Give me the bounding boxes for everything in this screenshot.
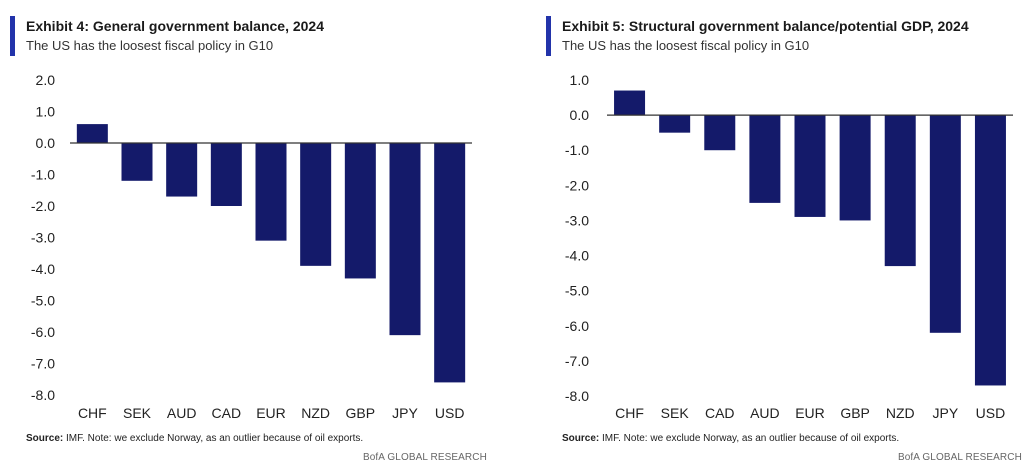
x-category-label: JPY <box>932 405 958 421</box>
bar-sek <box>659 115 691 133</box>
bar-usd <box>434 143 466 383</box>
x-category-label: EUR <box>795 405 825 421</box>
y-tick-label: 1.0 <box>570 72 590 88</box>
y-tick-label: -3.0 <box>565 212 589 228</box>
title-accent-bar <box>546 16 551 56</box>
x-category-label: CAD <box>212 405 242 421</box>
y-tick-label: -3.0 <box>31 230 55 246</box>
y-tick-label: -1.0 <box>31 167 55 183</box>
x-category-label: SEK <box>661 405 690 421</box>
bar-gbp <box>344 143 376 279</box>
bar-nzd <box>884 115 916 267</box>
bar-jpy <box>929 115 961 333</box>
y-tick-label: -8.0 <box>31 387 55 403</box>
source-note: Source: IMF. Note: we exclude Norway, as… <box>26 433 363 444</box>
y-tick-label: -7.0 <box>565 353 589 369</box>
bar-eur <box>794 115 826 217</box>
x-category-label: CAD <box>705 405 735 421</box>
bar-chf <box>614 90 646 116</box>
chart-subtitle: The US has the loosest fiscal policy in … <box>562 38 810 53</box>
y-tick-label: -5.0 <box>31 293 55 309</box>
x-category-label: EUR <box>256 405 286 421</box>
chart-panel-exhibit-4: Exhibit 4: General government balance, 2… <box>10 16 487 463</box>
y-tick-label: -6.0 <box>565 318 589 334</box>
title-accent-bar <box>10 16 15 56</box>
x-category-label: NZD <box>301 405 330 421</box>
y-tick-label: -8.0 <box>565 388 589 404</box>
y-tick-label: -2.0 <box>565 177 589 193</box>
source-text: IMF. Note: we exclude Norway, as an outl… <box>63 433 364 444</box>
y-tick-label: -5.0 <box>565 283 589 299</box>
x-category-label: CHF <box>615 405 644 421</box>
chart-title: Exhibit 4: General government balance, 2… <box>26 18 324 34</box>
x-category-label: JPY <box>392 405 418 421</box>
bar-aud <box>749 115 781 203</box>
bar-sek <box>121 143 153 181</box>
credit-line: BofA GLOBAL RESEARCH <box>898 452 1022 463</box>
bar-nzd <box>300 143 332 266</box>
bar-chart-exhibit-4: 2.0 1.0 0.0 -1.0 -2.0 -3.0 -4.0 -5.0 -6.0 -7.0 -8.… <box>31 72 472 421</box>
y-tick-label: -4.0 <box>31 261 55 277</box>
bar-chart-exhibit-5: 1.0 0.0 -1.0 -2.0 -3.0 -4.0 -5.0 -6.0 -7.0 -8.0 CH… <box>565 72 1013 421</box>
chart-panel-exhibit-5: Exhibit 5: Structural government balance… <box>512 0 1024 470</box>
bar-eur <box>255 143 287 241</box>
bar-gbp <box>839 115 871 221</box>
y-tick-label: -7.0 <box>31 356 55 372</box>
x-category-label: USD <box>976 405 1006 421</box>
bar-aud <box>166 143 198 197</box>
x-category-label: AUD <box>750 405 780 421</box>
y-tick-label: 0.0 <box>36 135 56 151</box>
x-category-label: SEK <box>123 405 152 421</box>
bar-usd <box>974 115 1006 386</box>
source-label: Source: <box>562 433 600 444</box>
y-tick-label: 1.0 <box>36 104 56 120</box>
y-tick-label: -1.0 <box>565 142 589 158</box>
y-tick-label: -4.0 <box>565 248 589 264</box>
bar-jpy <box>389 143 421 336</box>
x-category-label: NZD <box>886 405 915 421</box>
y-tick-label: -6.0 <box>31 324 55 340</box>
bar-cad <box>210 143 242 206</box>
source-note: Source: IMF. Note: we exclude Norway, as… <box>562 433 899 444</box>
x-category-label: GBP <box>346 405 376 421</box>
y-tick-label: 2.0 <box>36 72 56 88</box>
x-category-label: USD <box>435 405 465 421</box>
bar-cad <box>704 115 736 151</box>
source-label: Source: <box>26 433 64 444</box>
credit-line: BofA GLOBAL RESEARCH <box>363 452 487 463</box>
y-tick-label: -2.0 <box>31 198 55 214</box>
bar-chf <box>76 124 108 143</box>
source-text: IMF. Note: we exclude Norway, as an outl… <box>599 433 900 444</box>
x-category-label: GBP <box>840 405 870 421</box>
chart-subtitle: The US has the loosest fiscal policy in … <box>26 38 274 53</box>
x-category-label: AUD <box>167 405 197 421</box>
y-tick-label: 0.0 <box>570 107 590 123</box>
chart-title: Exhibit 5: Structural government balance… <box>562 18 969 34</box>
x-category-label: CHF <box>78 405 107 421</box>
